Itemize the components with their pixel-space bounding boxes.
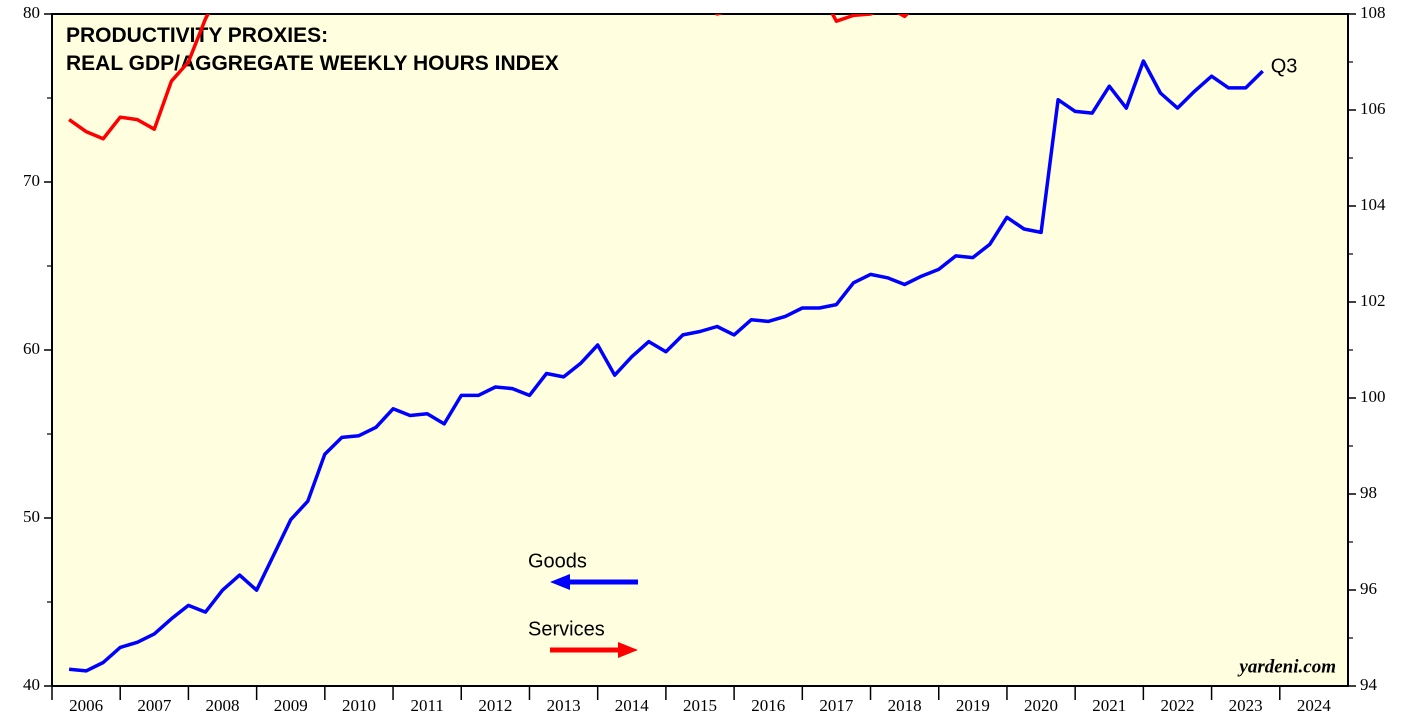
y2-tick-label: 102 bbox=[1360, 291, 1386, 310]
y-tick-label: 60 bbox=[23, 339, 40, 358]
x-tick-label: 2013 bbox=[547, 696, 581, 715]
x-tick-label: 2016 bbox=[751, 696, 785, 715]
x-tick-label: 2012 bbox=[478, 696, 512, 715]
x-tick-label: 2008 bbox=[206, 696, 240, 715]
y-tick-label: 40 bbox=[23, 675, 40, 694]
y2-tick-label: 94 bbox=[1360, 675, 1378, 694]
legend-arrowhead bbox=[618, 642, 638, 658]
legend-arrowhead bbox=[550, 574, 570, 590]
x-tick-label: 2021 bbox=[1092, 696, 1126, 715]
y-tick-label: 50 bbox=[23, 507, 40, 526]
x-tick-label: 2009 bbox=[274, 696, 308, 715]
y-tick-label: 80 bbox=[23, 3, 40, 22]
x-tick-label: 2007 bbox=[137, 696, 172, 715]
source: yardeni.com bbox=[1237, 656, 1336, 677]
x-tick-label: 2014 bbox=[615, 696, 650, 715]
x-tick-label: 2011 bbox=[410, 696, 443, 715]
y2-tick-label: 100 bbox=[1360, 387, 1386, 406]
x-tick-label: 2022 bbox=[1160, 696, 1194, 715]
x-tick-label: 2010 bbox=[342, 696, 376, 715]
y-tick-label: 70 bbox=[23, 171, 40, 190]
x-tick-label: 2006 bbox=[69, 696, 103, 715]
y2-tick-label: 96 bbox=[1360, 579, 1377, 598]
series-line bbox=[68, 59, 1264, 673]
x-tick-label: 2019 bbox=[956, 696, 990, 715]
x-tick-label: 2020 bbox=[1024, 696, 1058, 715]
legend-label: Goods bbox=[528, 550, 587, 572]
chart-subtitle: REAL GDP/AGGREGATE WEEKLY HOURS INDEX bbox=[66, 52, 559, 75]
y2-tick-label: 108 bbox=[1360, 3, 1386, 22]
y2-tick-label: 104 bbox=[1360, 195, 1386, 214]
x-tick-label: 2017 bbox=[819, 696, 854, 715]
plot-area bbox=[51, 13, 1349, 687]
legend-label: Services bbox=[528, 618, 605, 640]
x-tick-label: 2023 bbox=[1229, 696, 1263, 715]
x-tick-label: 2015 bbox=[683, 696, 717, 715]
y2-tick-label: 106 bbox=[1360, 99, 1386, 118]
y2-tick-label: 98 bbox=[1360, 483, 1377, 502]
x-tick-label: 2024 bbox=[1297, 696, 1332, 715]
annotation: Q3 bbox=[1271, 55, 1298, 77]
plot-lines bbox=[68, 14, 1264, 673]
x-tick-label: 2018 bbox=[888, 696, 922, 715]
